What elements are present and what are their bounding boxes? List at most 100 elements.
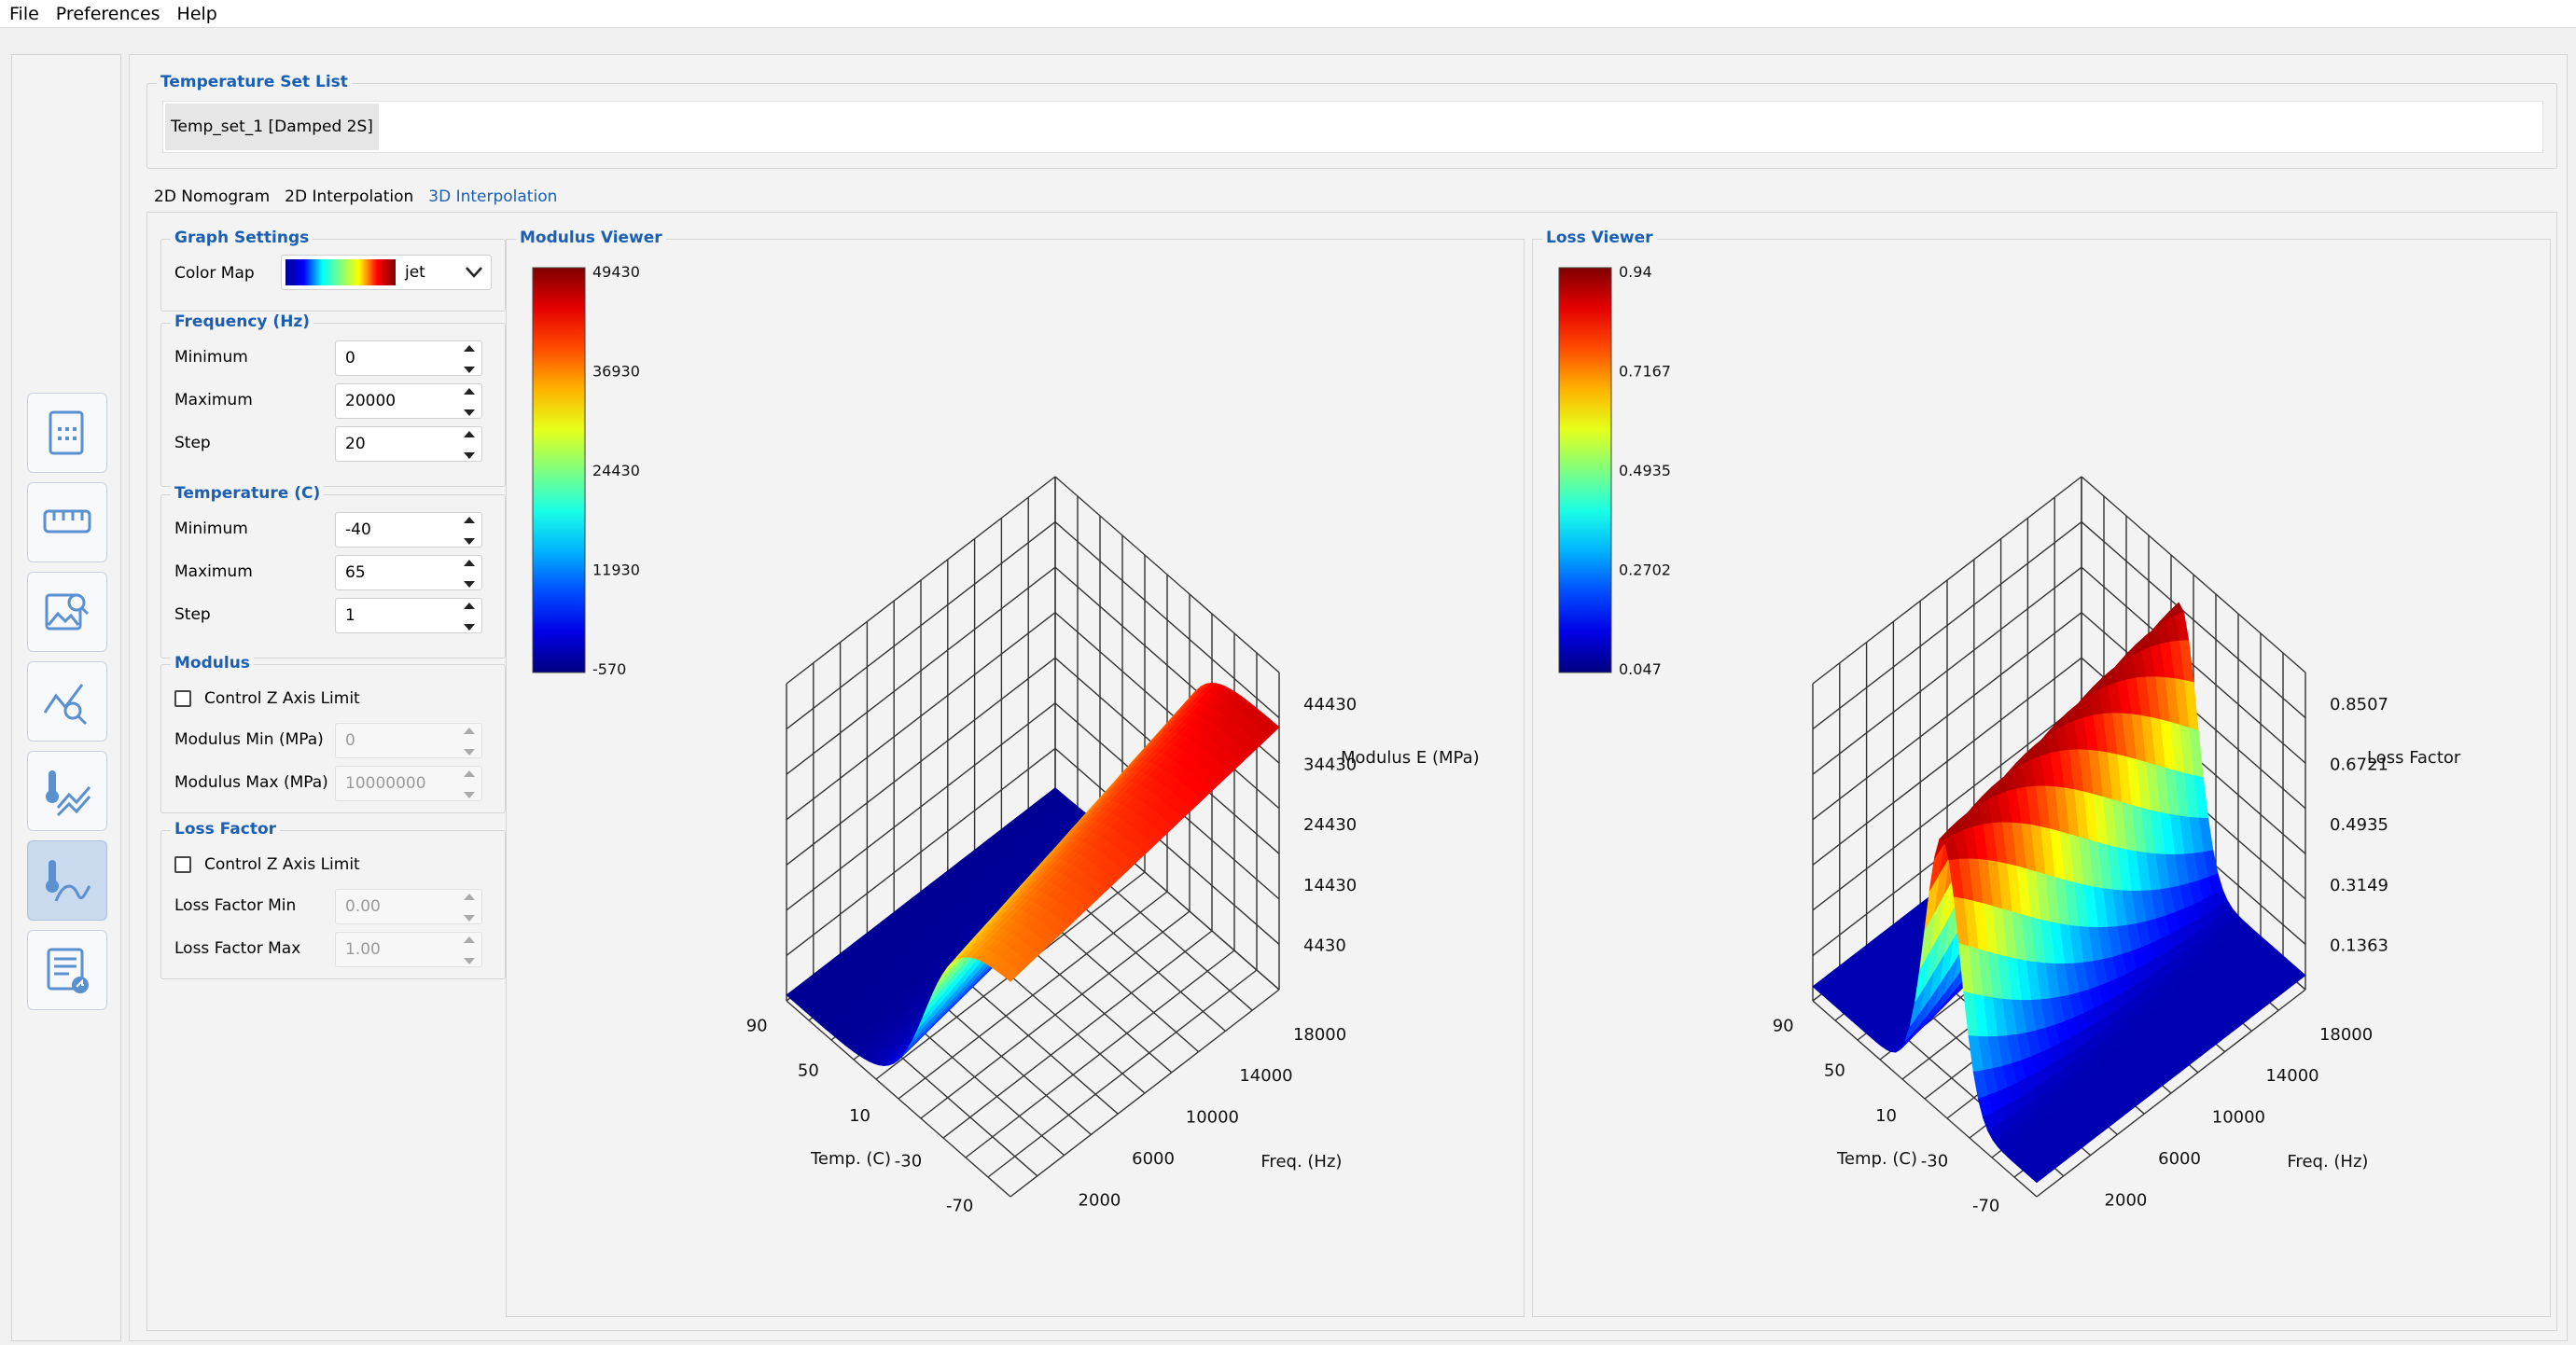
back-wall-grid-line: [786, 657, 1056, 866]
loss-control-z-checkbox[interactable]: Control Z Axis Limit: [174, 846, 360, 883]
modulus-max-spinbox[interactable]: 10000000: [335, 766, 482, 801]
colorbar-tick-label: 0.2702: [1619, 562, 1671, 579]
frequency-max-value: 20000: [345, 392, 397, 410]
loss-max-spinbox[interactable]: 1.00: [335, 932, 482, 967]
menu-help[interactable]: Help: [176, 3, 217, 24]
spin-arrows-icon[interactable]: [463, 603, 476, 631]
back-wall-grid-line: [1812, 521, 2082, 730]
loss-surface-chart[interactable]: 0.94 0.7167 0.4935 0.2702 0.047 2000 6000 10000…: [1533, 240, 2550, 1316]
temperature-max-label: Maximum: [174, 562, 253, 581]
back-wall-grid-line: [1812, 702, 2082, 911]
x-tick-label: 6000: [1132, 1149, 1175, 1169]
frequency-min-spinbox[interactable]: 0: [335, 340, 482, 376]
modulus-control-z-checkbox[interactable]: Control Z Axis Limit: [174, 680, 360, 717]
material-card-button[interactable]: [27, 393, 107, 473]
x-axis-label: Freq. (Hz): [1260, 1152, 1342, 1172]
checkbox-icon[interactable]: [174, 690, 191, 707]
temperature-curve-button[interactable]: [27, 840, 107, 921]
y-tick-label: 90: [746, 1016, 768, 1035]
back-wall-grid-line: [1812, 476, 2082, 685]
side-wall-grid-line: [1054, 476, 1280, 673]
y-tick-label: -30: [1921, 1151, 1948, 1171]
z-tick-label: 0.1363: [2330, 936, 2388, 955]
z-tick-label: 0.3149: [2330, 876, 2388, 895]
temperature-step-value: 1: [345, 606, 355, 625]
temperature-chart-icon: [46, 770, 91, 817]
temperature-max-spinbox[interactable]: 65: [335, 555, 482, 590]
frequency-title: Frequency (Hz): [171, 312, 314, 331]
surface: [786, 682, 1280, 1067]
list-item[interactable]: Temp_set_1 [Damped 2S]: [165, 104, 379, 150]
loss-min-value: 0.00: [345, 897, 381, 916]
y-tick-label: 50: [798, 1061, 819, 1081]
loss-max-value: 1.00: [345, 940, 381, 959]
z-tick-label: 0.4935: [2330, 815, 2388, 835]
loss-max-label: Loss Factor Max: [174, 939, 301, 958]
loss-viewer[interactable]: Loss Viewer 0.94 0.7167 0.4935 0.2702 0.047 2…: [1532, 229, 2551, 1317]
spin-arrows-icon[interactable]: [463, 560, 476, 588]
temperature-min-label: Minimum: [174, 520, 248, 538]
frequency-step-value: 20: [345, 435, 366, 453]
y-tick-label: -30: [895, 1151, 922, 1171]
frequency-max-spinbox[interactable]: 20000: [335, 383, 482, 419]
color-map-select[interactable]: jet: [281, 255, 492, 290]
modulus-surface-chart[interactable]: 49430 36930 24430 11930 -570 2000 6000 10000 140…: [507, 240, 1524, 1316]
back-wall-grid-line: [786, 747, 1056, 956]
tab-3d-interpolation[interactable]: 3D Interpolation: [421, 182, 565, 214]
modulus-title: Modulus: [171, 654, 254, 672]
loss-control-z-label: Control Z Axis Limit: [204, 855, 360, 874]
spin-arrows-icon[interactable]: [463, 517, 476, 545]
surface: [1812, 602, 2306, 1184]
spin-arrows-icon[interactable]: [463, 388, 476, 416]
x-tick-label: 14000: [1239, 1066, 1292, 1086]
z-axis-label: Modulus E (MPa): [1341, 748, 1480, 768]
menu-bar: File Preferences Help: [0, 0, 2576, 28]
spin-arrows-icon[interactable]: [463, 936, 476, 964]
frequency-group: Frequency (Hz) Minimum 0 Maximum 20000 S…: [160, 312, 506, 487]
x-tick-label: 10000: [1186, 1108, 1239, 1128]
spin-arrows-icon[interactable]: [463, 770, 476, 798]
frequency-min-value: 0: [345, 349, 355, 367]
tab-2d-nomogram[interactable]: 2D Nomogram: [154, 187, 271, 206]
spin-arrows-icon[interactable]: [463, 431, 476, 459]
y-axis-label: Temp. (C): [1836, 1149, 1917, 1169]
temperature-set-list-group: Temperature Set List Temp_set_1 [Damped …: [146, 73, 2557, 219]
material-card-icon: [49, 410, 84, 455]
temperature-chart-button[interactable]: [27, 751, 107, 831]
modulus-min-spinbox[interactable]: 0: [335, 723, 482, 758]
color-map-label: Color Map: [174, 264, 255, 283]
tab-2d-interpolation[interactable]: 2D Interpolation: [285, 187, 414, 206]
colorbar-tick-label: 24430: [592, 462, 640, 479]
loss-factor-group: Loss Factor Control Z Axis Limit Loss Fa…: [160, 820, 506, 979]
colorbar: [1558, 267, 1612, 673]
tab-pane-3d-interpolation: Graph Settings Color Map jet Frequency (…: [146, 212, 2557, 1331]
colorbar-tick-label: -570: [592, 660, 626, 678]
main-area: Temperature Set List Temp_set_1 [Damped …: [129, 54, 2568, 1341]
temperature-step-spinbox[interactable]: 1: [335, 598, 482, 633]
back-wall-grid-line: [1812, 566, 2082, 775]
spin-arrows-icon[interactable]: [463, 894, 476, 922]
menu-file[interactable]: File: [9, 3, 39, 24]
menu-preferences[interactable]: Preferences: [55, 3, 160, 24]
colorbar: [532, 267, 586, 673]
ruler-button[interactable]: [27, 482, 107, 562]
temperature-set-listbox[interactable]: Temp_set_1 [Damped 2S]: [162, 101, 2543, 153]
loss-min-spinbox[interactable]: 0.00: [335, 889, 482, 924]
report-export-button[interactable]: [27, 930, 107, 1010]
side-wall-grid-line: [2081, 521, 2306, 719]
modulus-viewer[interactable]: Modulus Viewer 49430 36930 24430 11930 -570 2…: [506, 229, 1525, 1317]
modulus-min-label: Modulus Min (MPa): [174, 730, 324, 749]
side-wall-grid-line: [1054, 612, 1280, 810]
chart-search-button[interactable]: [27, 661, 107, 742]
image-search-button[interactable]: [27, 572, 107, 652]
x-tick-label: 14000: [2265, 1066, 2318, 1086]
spin-arrows-icon[interactable]: [463, 345, 476, 373]
modulus-viewer-title: Modulus Viewer: [516, 229, 666, 247]
frequency-step-spinbox[interactable]: 20: [335, 426, 482, 462]
back-wall-grid-line: [786, 566, 1056, 775]
temperature-min-spinbox[interactable]: -40: [335, 512, 482, 548]
spin-arrows-icon[interactable]: [463, 728, 476, 756]
checkbox-icon[interactable]: [174, 856, 191, 873]
x-tick-label: 18000: [2319, 1025, 2373, 1045]
color-map-row: Color Map: [174, 255, 255, 292]
